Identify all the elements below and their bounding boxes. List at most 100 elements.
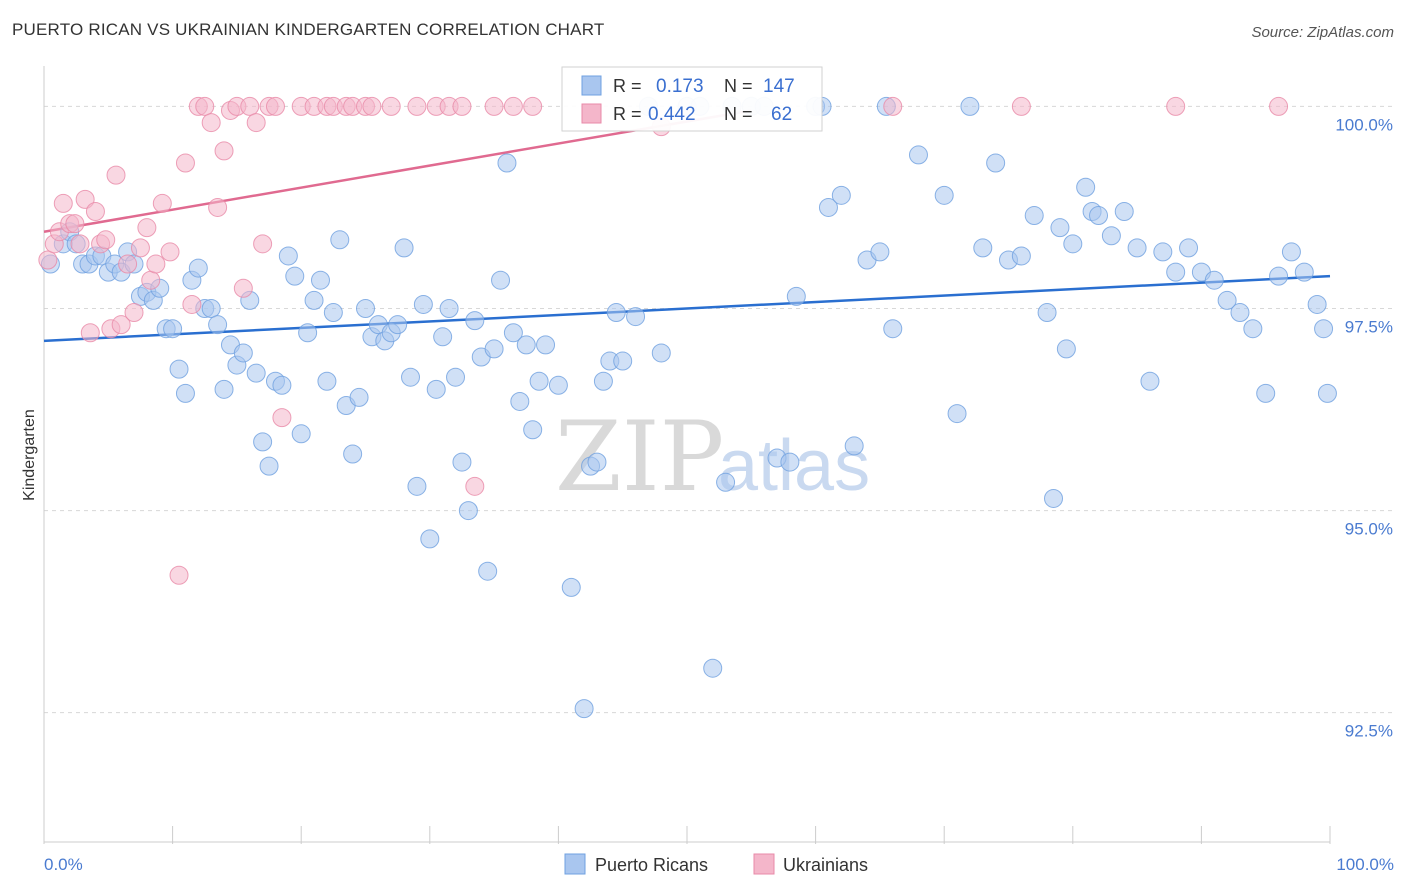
point-puerto-rican-105 bbox=[908, 145, 928, 165]
point-puerto-rican-70 bbox=[497, 153, 517, 173]
point-puerto-rican-139 bbox=[1314, 319, 1334, 339]
point-ukrainian-48 bbox=[381, 96, 401, 116]
point-puerto-rican-55 bbox=[401, 367, 421, 387]
chart-title: PUERTO RICAN VS UKRAINIAN KINDERGARTEN C… bbox=[12, 20, 605, 39]
point-puerto-rican-42 bbox=[317, 371, 337, 391]
point-puerto-rican-138 bbox=[1307, 294, 1327, 314]
point-puerto-rican-72 bbox=[510, 391, 530, 411]
point-ukrainian-21 bbox=[152, 193, 172, 213]
point-puerto-rican-62 bbox=[446, 367, 466, 387]
point-puerto-rican-53 bbox=[388, 315, 408, 335]
point-puerto-rican-137 bbox=[1294, 262, 1314, 282]
point-puerto-rican-64 bbox=[458, 501, 478, 521]
point-puerto-rican-58 bbox=[420, 529, 440, 549]
point-puerto-rican-69 bbox=[491, 270, 511, 290]
point-puerto-rican-117 bbox=[1056, 339, 1076, 359]
axes bbox=[43, 66, 1331, 844]
point-ukrainian-36 bbox=[253, 234, 273, 254]
point-puerto-rican-37 bbox=[285, 266, 305, 286]
trend-line-puerto-ricans bbox=[43, 274, 1331, 343]
point-ukrainian-7 bbox=[75, 189, 95, 209]
point-puerto-rican-92 bbox=[716, 472, 736, 492]
point-puerto-rican-88 bbox=[651, 343, 671, 363]
point-puerto-rican-140 bbox=[1317, 383, 1337, 403]
legend-swatch-blue bbox=[581, 75, 602, 96]
point-puerto-rican-33 bbox=[259, 456, 279, 476]
point-ukrainian-25 bbox=[182, 294, 202, 314]
point-puerto-rican-85 bbox=[613, 351, 633, 371]
point-ukrainian-56 bbox=[523, 96, 543, 116]
point-ukrainian-14 bbox=[111, 315, 131, 335]
point-puerto-rican-31 bbox=[246, 363, 266, 383]
point-ukrainian-18 bbox=[137, 218, 157, 238]
point-puerto-rican-76 bbox=[536, 335, 556, 355]
point-ukrainian-59 bbox=[1011, 96, 1031, 116]
point-puerto-rican-82 bbox=[593, 371, 613, 391]
point-ukrainian-35 bbox=[246, 113, 266, 133]
point-puerto-rican-135 bbox=[1269, 266, 1289, 286]
point-puerto-rican-24 bbox=[201, 299, 221, 318]
point-puerto-rican-36 bbox=[278, 246, 298, 266]
point-ukrainian-20 bbox=[146, 254, 166, 274]
bottom-legend-puerto-ricans: Puerto Ricans bbox=[595, 855, 708, 875]
point-puerto-rican-78 bbox=[561, 577, 581, 597]
point-ukrainian-55 bbox=[503, 96, 523, 116]
point-puerto-rican-124 bbox=[1127, 238, 1147, 258]
point-puerto-rican-123 bbox=[1114, 202, 1134, 221]
point-puerto-rican-100 bbox=[831, 185, 851, 205]
point-ukrainian-53 bbox=[465, 476, 485, 496]
point-puerto-rican-57 bbox=[413, 294, 433, 314]
point-puerto-rican-113 bbox=[1024, 206, 1044, 226]
bottom-legend-ukrainians: Ukrainians bbox=[783, 855, 868, 875]
legend-n-value-2: 62 bbox=[771, 104, 792, 125]
point-ukrainian-58 bbox=[883, 96, 903, 116]
point-puerto-rican-128 bbox=[1179, 238, 1199, 258]
point-puerto-rican-68 bbox=[484, 339, 504, 359]
point-puerto-rican-104 bbox=[883, 319, 903, 339]
point-puerto-rican-101 bbox=[844, 436, 864, 456]
point-ukrainian-5 bbox=[65, 214, 85, 234]
point-ukrainian-34 bbox=[240, 96, 260, 116]
source-label: Source: ZipAtlas.com bbox=[1251, 24, 1394, 41]
legend-r-value-2: 0.442 bbox=[648, 104, 696, 125]
point-puerto-rican-114 bbox=[1037, 303, 1057, 323]
point-puerto-rican-86 bbox=[626, 307, 646, 327]
point-puerto-rican-40 bbox=[304, 290, 324, 310]
bottom-legend-swatch-blue bbox=[564, 853, 586, 875]
point-ukrainian-15 bbox=[118, 254, 138, 274]
point-puerto-rican-19 bbox=[169, 359, 189, 379]
legend-n-label-2: N = bbox=[724, 104, 753, 124]
point-ukrainian-33 bbox=[233, 278, 253, 298]
point-puerto-rican-65 bbox=[465, 311, 485, 331]
y-tick-label-1: 95.0% bbox=[1345, 520, 1393, 539]
point-puerto-rican-26 bbox=[214, 379, 234, 399]
legend-r-value-1: 0.173 bbox=[656, 76, 704, 97]
point-puerto-rican-48 bbox=[356, 299, 375, 318]
point-puerto-rican-75 bbox=[529, 371, 549, 391]
point-puerto-rican-74 bbox=[523, 420, 543, 440]
point-puerto-rican-60 bbox=[433, 327, 453, 347]
point-puerto-rican-121 bbox=[1089, 206, 1109, 226]
point-puerto-rican-18 bbox=[163, 319, 183, 339]
point-ukrainian-39 bbox=[272, 408, 292, 428]
point-puerto-rican-20 bbox=[175, 383, 195, 403]
point-puerto-rican-112 bbox=[1011, 246, 1031, 266]
y-axis-title: Kindergarten bbox=[21, 409, 38, 501]
point-puerto-rican-115 bbox=[1044, 488, 1064, 508]
trend-lines bbox=[43, 109, 1331, 343]
point-ukrainian-52 bbox=[452, 96, 472, 116]
y-tick-label-2: 97.5% bbox=[1345, 318, 1393, 337]
point-puerto-rican-136 bbox=[1281, 242, 1301, 262]
point-puerto-rican-110 bbox=[986, 153, 1006, 173]
point-ukrainian-16 bbox=[124, 303, 144, 323]
point-puerto-rican-71 bbox=[503, 323, 523, 343]
point-puerto-rican-79 bbox=[574, 699, 594, 719]
point-puerto-rican-108 bbox=[960, 96, 980, 116]
point-ukrainian-60 bbox=[1166, 96, 1186, 116]
point-puerto-rican-109 bbox=[973, 238, 993, 258]
point-puerto-rican-25 bbox=[208, 315, 228, 335]
point-puerto-rican-84 bbox=[606, 303, 626, 323]
point-ukrainian-27 bbox=[195, 96, 215, 116]
legend-box: R = 0.173 N = 147 R = 0.442 N = 62 bbox=[561, 66, 823, 132]
